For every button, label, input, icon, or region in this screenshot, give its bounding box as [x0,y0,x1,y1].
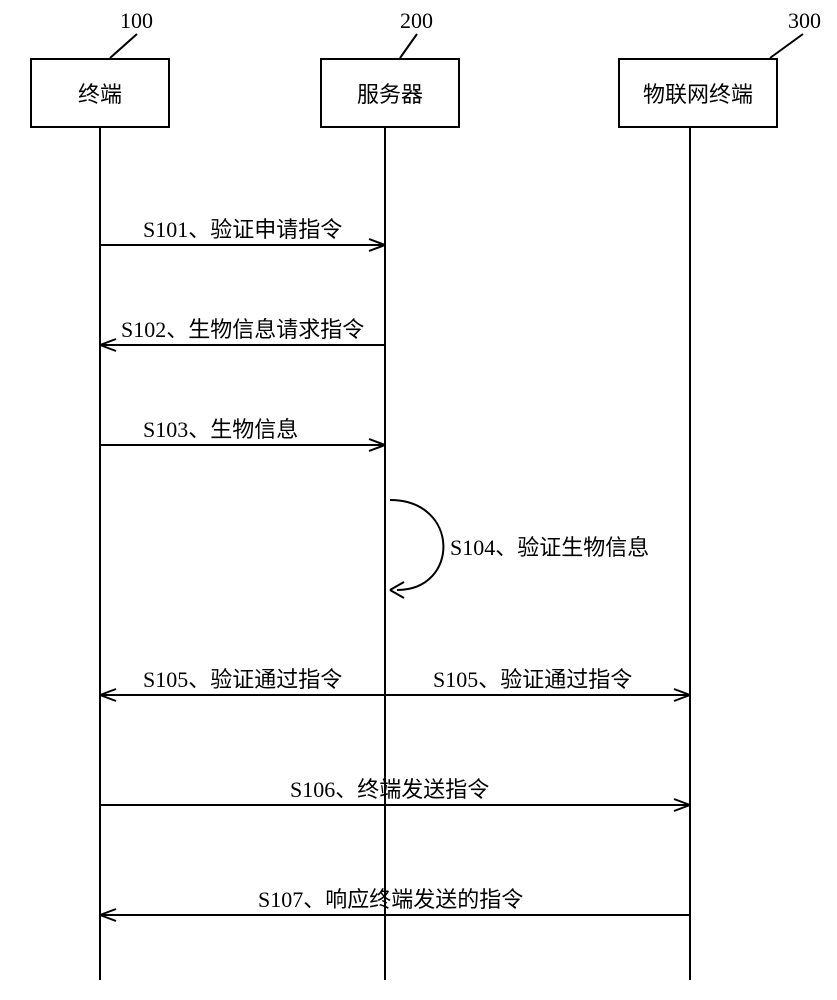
msg-label-s105-left: S105、验证通过指令 [143,662,342,694]
sequence-diagram: 100 200 300 终端 服务器 物联网终端 [0,0,837,1000]
msg-label-s103: S103、生物信息 [143,412,298,444]
msg-label-s104: S104、验证生物信息 [450,530,649,562]
msg-label-s102: S102、生物信息请求指令 [121,312,364,344]
msg-label-s101: S101、验证申请指令 [143,212,342,244]
msg-label-s106: S106、终端发送指令 [290,772,489,804]
msg-label-s107: S107、响应终端发送的指令 [258,882,523,914]
msg-label-s105-right: S105、验证通过指令 [433,662,632,694]
message-arrows [0,0,837,1000]
arrow-s104-self [390,500,443,598]
